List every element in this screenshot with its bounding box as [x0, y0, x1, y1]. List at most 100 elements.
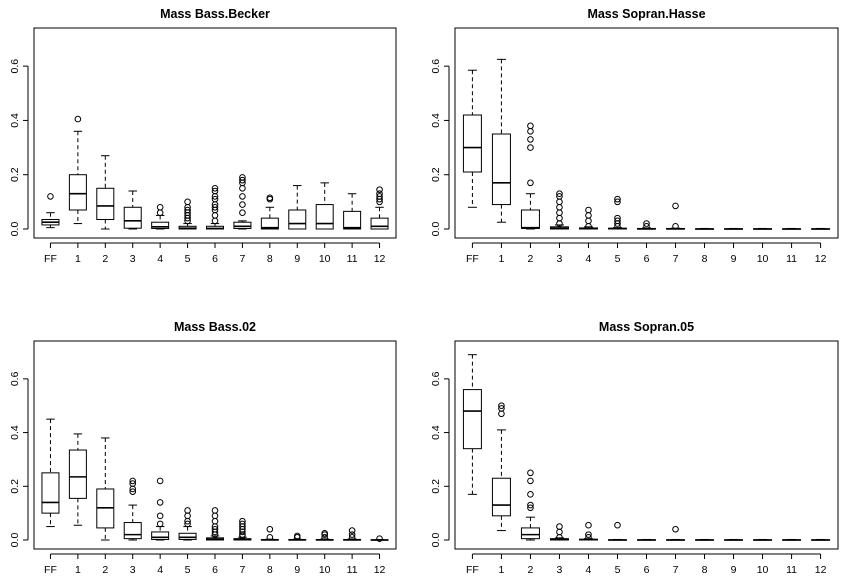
x-tick-label: 2 [102, 564, 108, 576]
outlier-point [527, 501, 534, 509]
box-4 [578, 521, 598, 541]
outlier-point [211, 512, 219, 520]
x-tick-label: 1 [75, 253, 81, 265]
outlier-point [585, 531, 592, 538]
y-tick-label: 0.0 [430, 533, 442, 548]
box-12 [811, 227, 831, 230]
x-tick-label: 12 [815, 253, 827, 265]
outlier-point [184, 198, 191, 206]
outlier-point [585, 521, 592, 529]
panel-mass-bass-becker: Mass Bass.Becker 0.00.20.40.6FF 1 2 3 4 5 6 7 8 9… [9, 7, 397, 265]
box-7 [666, 202, 686, 230]
x-tick-label: 11 [786, 253, 797, 265]
outlier-point [527, 179, 534, 187]
box-8 [260, 194, 279, 230]
box-1 [68, 433, 87, 526]
box-1 [68, 115, 87, 225]
y-tick-label: 0.4 [430, 113, 442, 128]
panel-mass-sopran-05: Mass Sopran.05 0.00.20.40.6FF 1 2 3 4 5 6 7 8 9 10… [430, 320, 839, 576]
x-tick-label: 9 [731, 564, 737, 576]
outlier-point [672, 222, 679, 230]
x-tick-label: 3 [557, 564, 563, 576]
box-7 [233, 174, 252, 230]
panel-mass-sopran-hasse: Mass Sopran.Hasse 0.00.20.40.6FF 1 2 3 4 5 6 7 8… [430, 7, 839, 265]
outlier-point [266, 194, 274, 202]
y-tick-label: 0.0 [9, 222, 21, 237]
outlier-point [211, 517, 219, 525]
box-iqr [462, 114, 482, 173]
box-3 [123, 190, 142, 230]
outlier-point [239, 520, 246, 528]
x-tick-label: 8 [702, 253, 708, 265]
outlier-point [643, 222, 650, 230]
y-tick-label: 0.6 [430, 59, 442, 74]
outlier-point [672, 525, 679, 533]
x-tick-label: 10 [757, 253, 769, 265]
outlier-point [585, 212, 592, 219]
x-tick-label: FF [466, 253, 479, 265]
y-tick-label: 0.2 [430, 479, 442, 494]
x-tick-label: 1 [499, 253, 505, 265]
box-FF [462, 354, 482, 495]
x-axis: FF 1 2 3 4 5 6 7 8 9 10 11 12 [466, 242, 827, 265]
outlier-point [527, 122, 534, 130]
box-8 [695, 538, 715, 541]
box-10 [753, 227, 773, 230]
box-9 [288, 185, 307, 230]
x-tick-label: 5 [185, 564, 191, 576]
box-iqr [520, 527, 540, 540]
box-iqr [123, 522, 142, 540]
x-tick-label: 5 [185, 253, 191, 265]
chart-title: Mass Bass.Becker [160, 7, 270, 21]
x-tick-label: 7 [240, 253, 246, 265]
outlier-point [321, 534, 328, 541]
box-3 [549, 523, 569, 541]
box-5 [607, 195, 627, 230]
box-4 [578, 206, 598, 230]
outlier-point [556, 190, 563, 198]
outlier-point [211, 507, 219, 514]
outlier-point [211, 195, 219, 203]
outlier-point [556, 214, 563, 222]
y-tick-label: 0.4 [9, 425, 21, 440]
outlier-point [156, 520, 164, 528]
box-iqr [491, 133, 511, 206]
outlier-point [614, 198, 621, 206]
outlier-point [614, 214, 621, 222]
outlier-point [239, 176, 246, 184]
box-iqr [343, 210, 362, 230]
x-tick-label: 2 [528, 564, 534, 576]
box-iqr [233, 221, 252, 229]
box-6 [637, 220, 656, 230]
box-11 [343, 527, 362, 541]
outlier-point [211, 217, 219, 225]
outlier-point [156, 499, 164, 506]
plot-frame [33, 340, 397, 550]
outlier-point [129, 477, 137, 485]
outlier-point [614, 521, 621, 529]
x-tick-label: 2 [102, 253, 108, 265]
x-tick-label: 9 [731, 253, 737, 265]
box-2 [96, 155, 115, 230]
x-tick-label: 7 [673, 564, 679, 576]
box-1 [491, 402, 511, 532]
y-tick-label: 0.4 [9, 113, 21, 128]
box-11 [782, 227, 802, 230]
box-4 [151, 477, 170, 541]
outlier-point [184, 520, 191, 528]
box-3 [123, 477, 142, 541]
outlier-point [129, 488, 137, 495]
outlier-point [527, 504, 534, 512]
outlier-point [239, 209, 246, 217]
outlier-point [643, 220, 650, 227]
outlier-point [556, 198, 563, 206]
box-11 [343, 193, 362, 230]
outlier-point [376, 186, 383, 193]
x-tick-label: 10 [319, 564, 331, 576]
outlier-point [498, 410, 505, 418]
x-tick-label: 4 [586, 564, 592, 576]
box-7 [666, 525, 686, 541]
plot-frame [33, 27, 397, 239]
outlier-point [527, 491, 534, 498]
